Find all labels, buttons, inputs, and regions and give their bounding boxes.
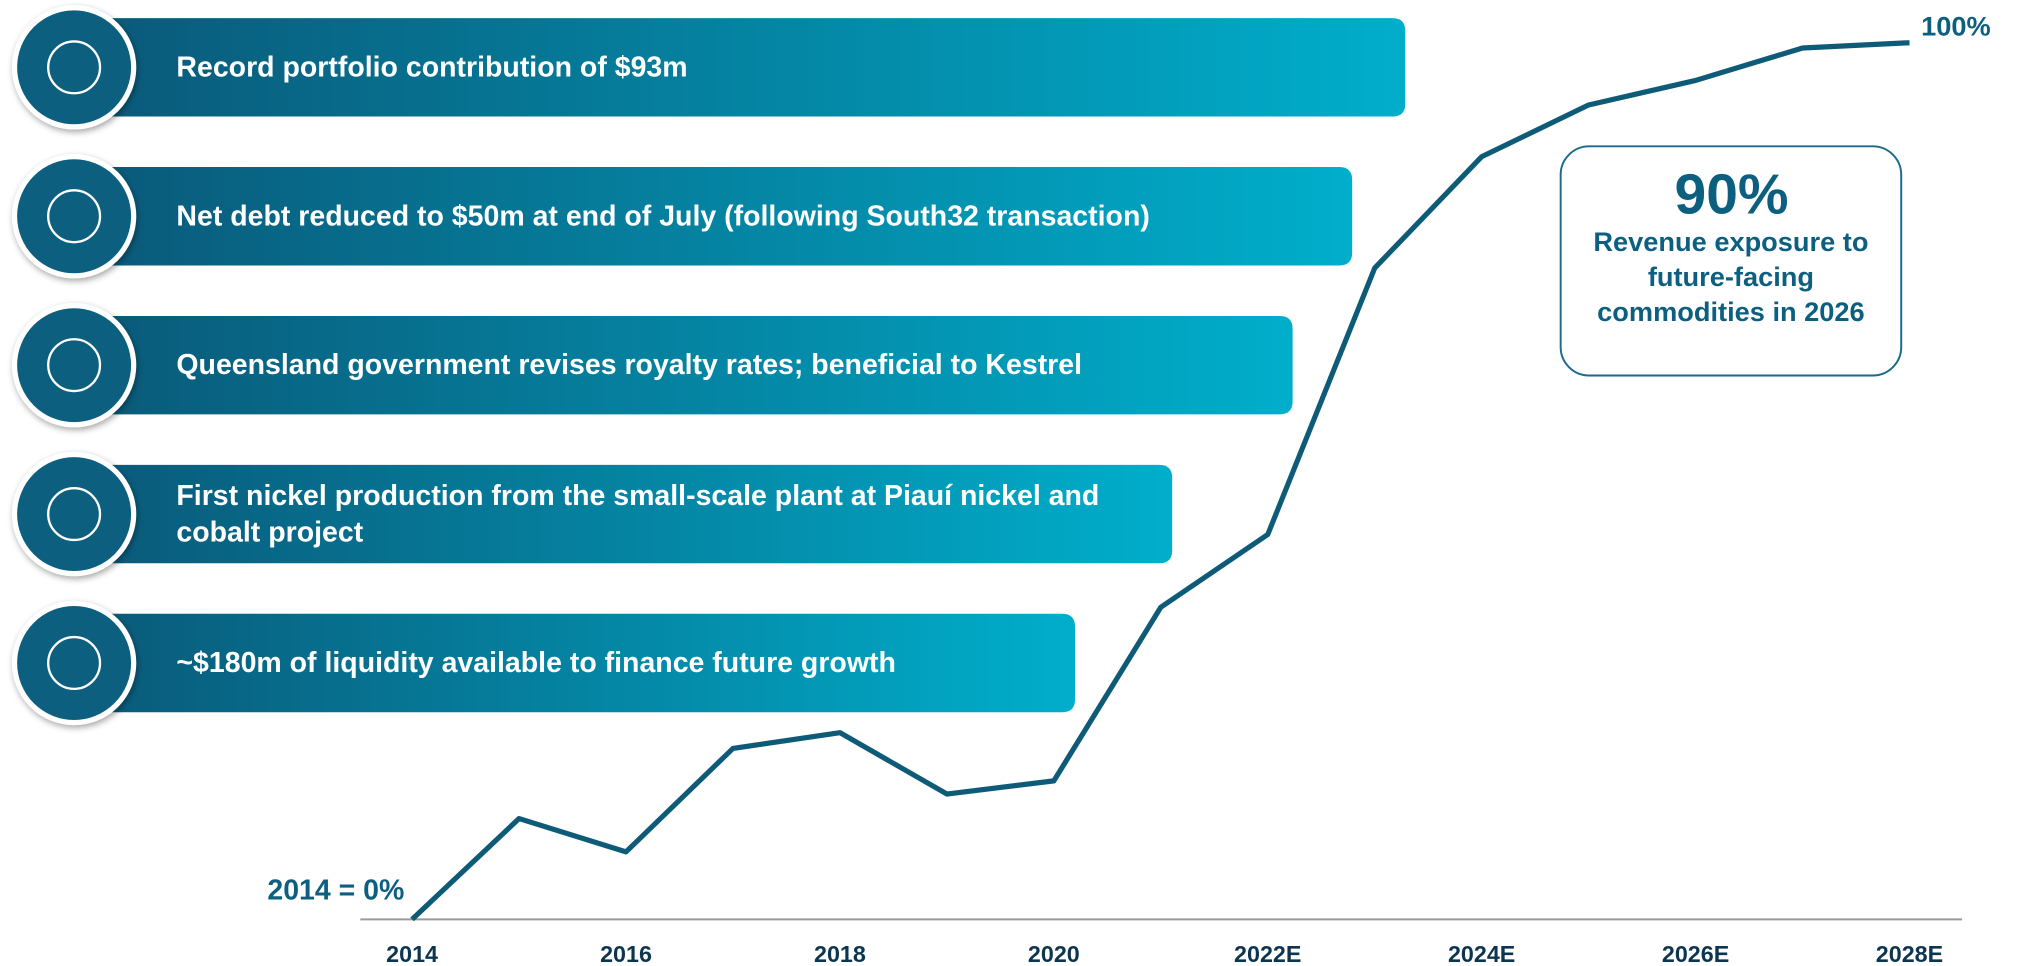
x-tick-label: 2016 bbox=[600, 941, 652, 966]
item-text: ~$180m of liquidity available to finance… bbox=[176, 646, 896, 679]
item-text: Net debt reduced to $50m at end of July … bbox=[176, 199, 1150, 232]
item-bar bbox=[74, 613, 1076, 713]
value-label: 100% bbox=[1921, 11, 1991, 42]
value-label: 2014 = 0% bbox=[267, 875, 404, 907]
x-tick-label: 2022E bbox=[1234, 941, 1301, 966]
item-text-box: Net debt reduced to $50m at end of July … bbox=[176, 199, 1150, 232]
callout-value: 90% bbox=[1675, 163, 1789, 227]
item-bar bbox=[74, 18, 1406, 117]
x-tick-label: 2024E bbox=[1448, 941, 1515, 966]
item-text-box: ~$180m of liquidity available to finance… bbox=[176, 646, 896, 679]
item-icon bbox=[11, 154, 137, 279]
x-tick-label: 2018 bbox=[814, 941, 866, 966]
item-text: Record portfolio contribution of $93m bbox=[176, 50, 688, 83]
item-icon bbox=[11, 303, 137, 428]
callout-body-box: Revenue exposure to future-facing commod… bbox=[1593, 227, 1869, 328]
x-tick-label: 2020 bbox=[1028, 941, 1080, 966]
icon-glyph bbox=[47, 189, 102, 244]
item-text-box: Queensland government revises royalty ra… bbox=[176, 348, 1083, 381]
item-bar bbox=[74, 167, 1353, 266]
icon-glyph bbox=[47, 40, 102, 95]
item-text: First nickel production from the small-s… bbox=[176, 479, 1100, 548]
icon-glyph bbox=[47, 635, 102, 691]
item-bar bbox=[74, 315, 1293, 415]
data-line bbox=[410, 40, 1910, 922]
callout-box bbox=[1559, 145, 1903, 377]
callout-text: Revenue exposure to future-facing commod… bbox=[1593, 227, 1869, 328]
items: Record portfolio contribution of $93m Net… bbox=[11, 5, 1406, 726]
icon-glyph bbox=[47, 338, 102, 393]
item-text-box: First nickel production from the small-s… bbox=[176, 479, 1100, 548]
item-icon bbox=[11, 451, 137, 577]
icon-glyph bbox=[47, 487, 102, 542]
item-icon bbox=[11, 5, 137, 130]
item-bar bbox=[74, 464, 1173, 564]
item-icon bbox=[11, 600, 137, 726]
item-text: Queensland government revises royalty ra… bbox=[176, 348, 1083, 381]
item-text-box: Record portfolio contribution of $93m bbox=[176, 50, 688, 83]
x-tick-label: 2026E bbox=[1662, 941, 1729, 966]
x-tick-label: 2014 bbox=[386, 941, 438, 966]
x-tick-label: 2028E bbox=[1876, 941, 1943, 966]
